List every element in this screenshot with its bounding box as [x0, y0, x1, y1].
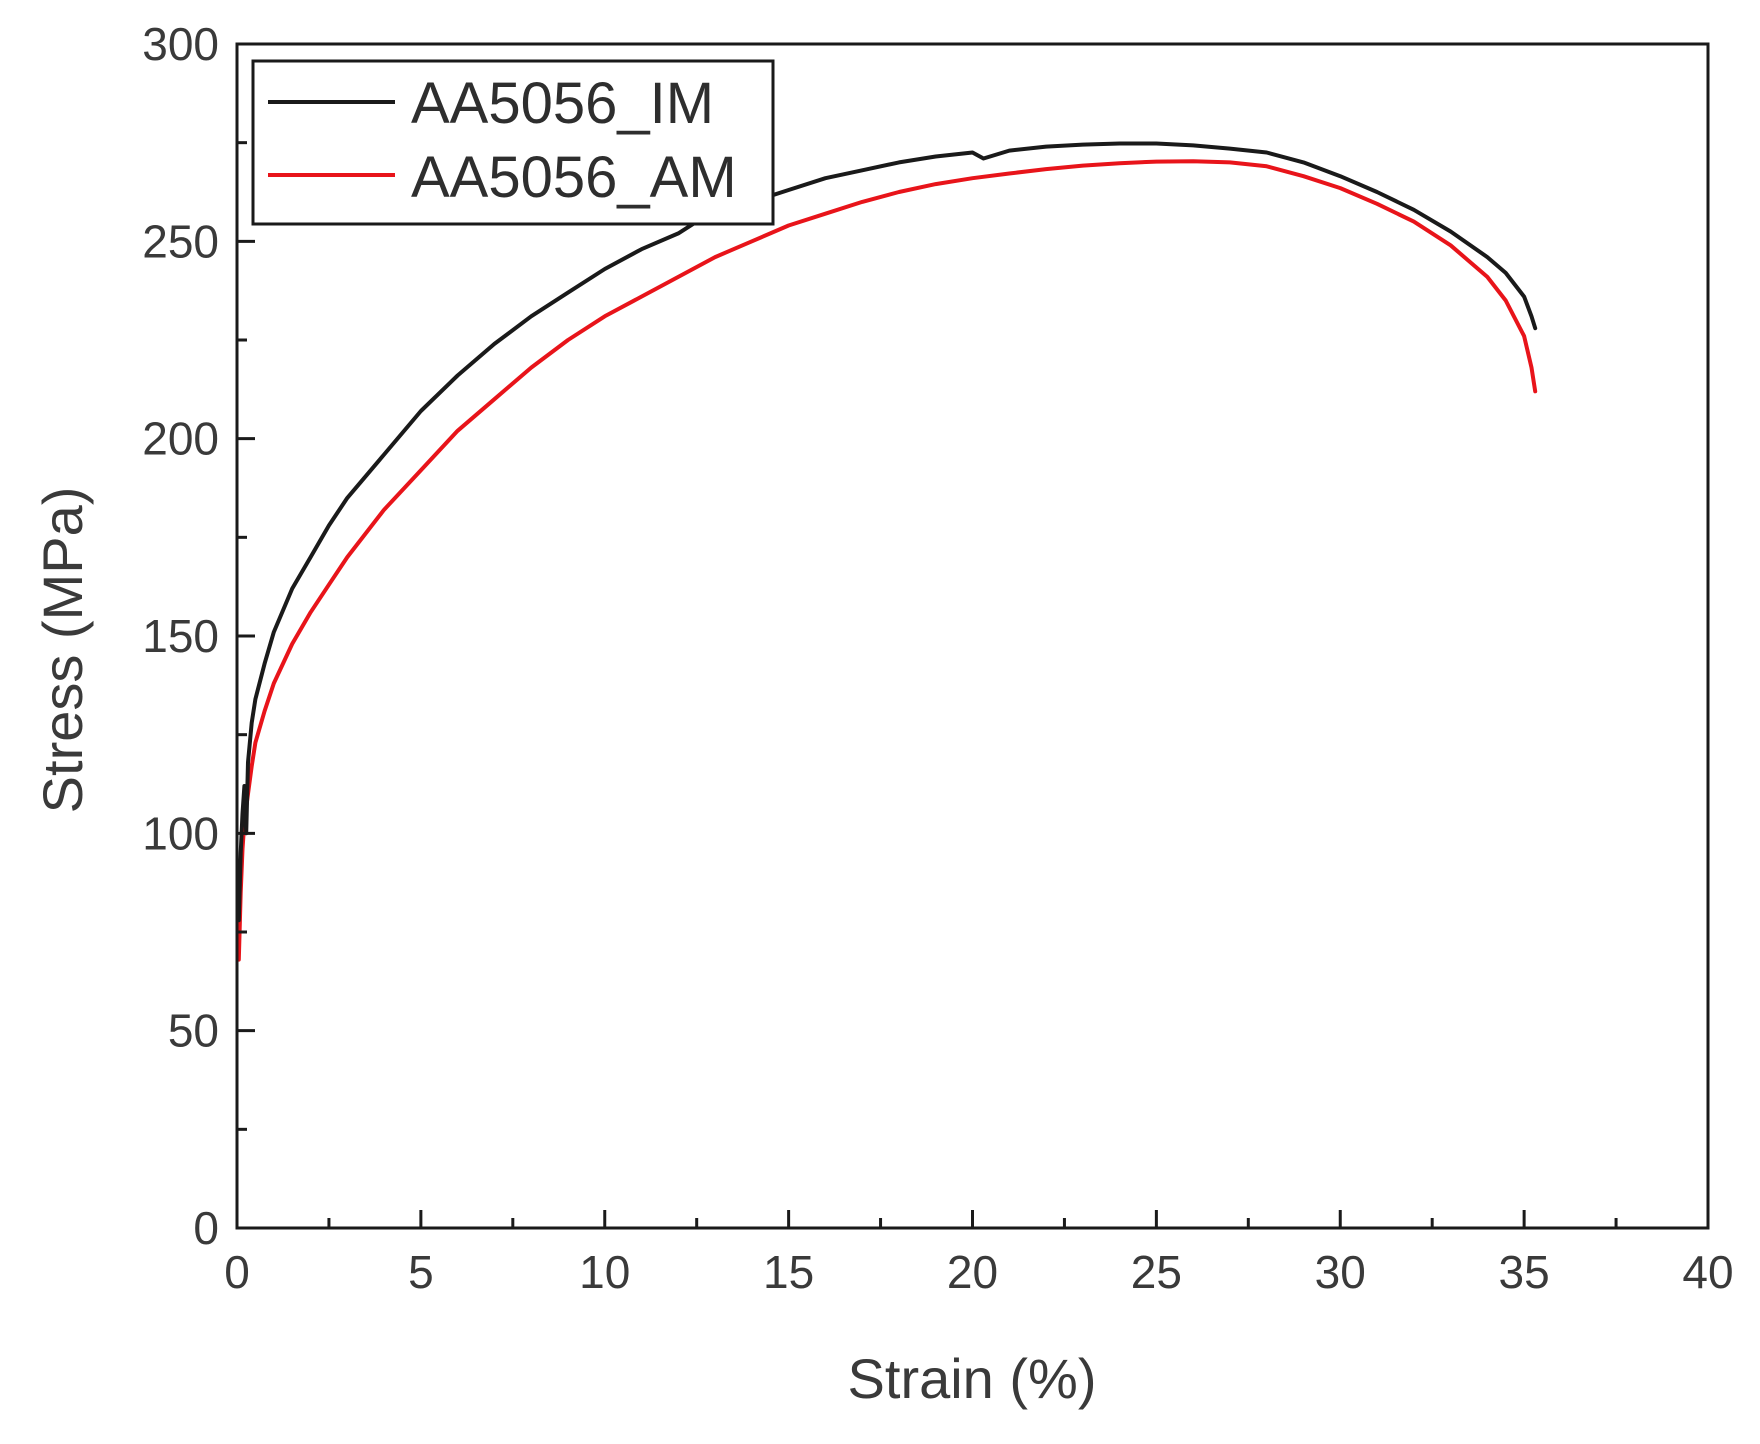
x-tick-label: 40 [1682, 1246, 1733, 1298]
x-tick-label: 10 [579, 1246, 630, 1298]
y-axis-title: Stress (MPa) [31, 487, 94, 814]
x-tick-label: 35 [1499, 1246, 1550, 1298]
x-tick-label: 0 [224, 1246, 250, 1298]
series-line-aa5056-am [236, 159, 1538, 962]
y-tick-label: 100 [142, 807, 219, 859]
y-tick-label: 300 [142, 18, 219, 70]
x-axis-title: Strain (%) [848, 1347, 1097, 1410]
y-tick-label: 150 [142, 610, 219, 662]
x-tick-label: 20 [947, 1246, 998, 1298]
y-tick-label: 0 [193, 1202, 219, 1254]
x-tick-label: 30 [1315, 1246, 1366, 1298]
legend: AA5056_IM AA5056_AM [251, 59, 775, 226]
legend-label-im: AA5056_IM [411, 71, 714, 136]
y-tick-label: 200 [142, 413, 219, 465]
legend-box [251, 59, 775, 226]
x-tick-label: 5 [408, 1246, 434, 1298]
y-tick-label: 250 [142, 215, 219, 267]
x-tick-label: 25 [1131, 1246, 1182, 1298]
axes-layer [235, 42, 1710, 1230]
legend-label-am: AA5056_AM [411, 145, 737, 210]
y-tick-label: 50 [168, 1005, 219, 1057]
x-tick-label: 15 [763, 1246, 814, 1298]
labels-layer: 0 5 10 15 20 25 30 35 40 0 50 100 150 200 250 300 [142, 18, 1733, 1298]
